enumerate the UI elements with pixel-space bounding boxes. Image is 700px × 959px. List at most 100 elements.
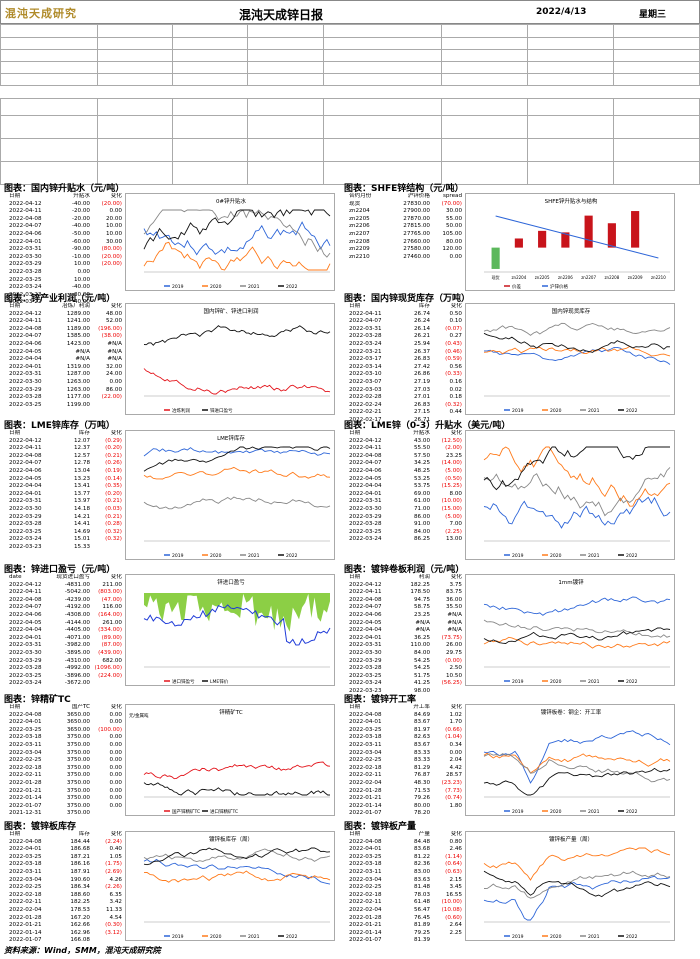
legend-label: 2022 — [626, 809, 638, 815]
legend-label: 2020 — [550, 408, 562, 414]
chart-title: 0#锌升贴水 — [216, 197, 247, 205]
table-cell: (38.00) — [101, 333, 122, 340]
table-cell: 2022-04-06 — [9, 467, 42, 474]
table-cell: (100.00) — [98, 726, 122, 733]
table-cell: (5.00) — [445, 467, 462, 474]
panel-chart: 0#锌升贴水 2019 2020 2021 2022 — [125, 193, 335, 291]
table-cell: 81.89 — [413, 922, 430, 929]
table-cell: 2022-02-25 — [9, 884, 42, 891]
table-cell: 2022-03-28 — [9, 521, 42, 528]
table-cell: 2022-02-18 — [349, 764, 382, 771]
table-cell: 0.16 — [449, 378, 462, 385]
table-cell: 2022-04-04 — [349, 483, 382, 490]
table-cell: (7.73) — [445, 787, 462, 794]
table-cell: 2022-01-07 — [9, 802, 42, 809]
table-cell: (0.32) — [105, 528, 122, 535]
bar — [561, 232, 570, 248]
table-cell — [91, 680, 123, 688]
legend-label: 2020 — [210, 284, 222, 290]
table-cell: (164.00) — [98, 611, 122, 618]
series-line — [143, 368, 331, 395]
table-cell: 2022-04-07 — [349, 460, 382, 467]
table-cell: 30.00 — [445, 208, 462, 215]
table-cell: 0.00 — [77, 268, 90, 275]
legend-label: 锌进口盈亏 — [210, 407, 233, 414]
spot-futures-table — [0, 24, 700, 86]
table-cell: 184.44 — [70, 838, 90, 845]
panel-table: 日期 开工率 变化 2022-04-08 84.69 1.02 2022-04-01 83.6… — [348, 704, 463, 818]
table-cell: 0.80 — [449, 838, 462, 845]
table-cell: 2022-04-05 — [9, 475, 42, 482]
spot_table-cell — [526, 73, 614, 86]
table-cell: 2022-03-23 — [9, 543, 42, 550]
legend-label: 2021 — [588, 809, 600, 815]
stock_table-cell — [96, 161, 174, 185]
legend-label: 2021 — [588, 408, 600, 414]
table-cell — [91, 810, 123, 818]
table-cell: 2022-03-29 — [349, 657, 382, 664]
bar — [491, 247, 500, 269]
table-cell: (15.00) — [441, 505, 462, 512]
stock_table-cell — [612, 161, 700, 185]
table-cell: 2.46 — [449, 846, 462, 853]
stock_table-header-4 — [322, 98, 442, 116]
table-cell: (10.00) — [441, 498, 462, 505]
col-header: 日期 — [9, 430, 21, 436]
table-cell: 2022-01-21 — [349, 922, 382, 929]
table-cell: 3750.00 — [66, 772, 90, 779]
spot_table-cell — [526, 49, 614, 62]
table-cell: 116.00 — [102, 604, 122, 611]
table-cell: 2022-04-08 — [9, 711, 42, 718]
table-cell: 2022-03-23 — [349, 687, 382, 694]
table-cell: 58.75 — [413, 604, 430, 611]
table-cell: 2022-01-14 — [349, 802, 382, 809]
table-cell: 2022-03-31 — [349, 498, 382, 505]
table-cell: 20.00 — [105, 215, 122, 222]
table-cell: 2.25 — [449, 929, 462, 936]
table-cell — [91, 937, 123, 945]
spot_table-cell — [247, 73, 324, 86]
stock_table-cell — [322, 138, 442, 162]
table-cell: 2.04 — [449, 757, 462, 764]
table-cell: 8.00 — [449, 490, 462, 497]
spot_table-cell — [612, 37, 700, 50]
table-cell: (2.24) — [105, 838, 122, 845]
bar — [538, 230, 547, 248]
table-cell: 50.00 — [445, 223, 462, 230]
table-cell: 2022-04-05 — [9, 619, 42, 626]
legend-label: 沪锌价格 — [550, 283, 568, 290]
legend-label: 2020 — [550, 934, 562, 940]
table-cell: 2022-02-25 — [349, 884, 382, 891]
table-cell: 2022-02-25 — [9, 757, 42, 764]
table-cell: 2022-04-06 — [349, 467, 382, 474]
table-cell: #N/A — [107, 348, 122, 355]
panel-8: 图表：锌精矿TC 日期 国产TC 变化 2022-04-08 3650.00 0.00 202… — [0, 692, 340, 819]
table-cell: 10.00 — [105, 230, 122, 237]
table-cell: 2022-04-01 — [349, 634, 382, 641]
table-cell: 2022-03-25 — [9, 726, 42, 733]
stock_table-cell — [172, 161, 249, 185]
table-cell: 57.50 — [413, 452, 430, 459]
table-cell: 2022-04-12 — [349, 581, 382, 588]
table-cell: 1189.00 — [66, 325, 90, 332]
spot_table-header-1 — [96, 24, 174, 38]
legend-label: 2021 — [248, 284, 260, 290]
stock_table-cell — [0, 115, 98, 139]
spot_table-cell — [0, 61, 98, 74]
spot_table-cell — [0, 37, 98, 50]
table-cell: -30.00 — [71, 291, 90, 298]
table-cell: 3750.00 — [66, 787, 90, 794]
table-cell: 26.14 — [413, 325, 430, 332]
table-cell: (80.00) — [101, 246, 122, 253]
table-cell: (0.21) — [105, 498, 122, 505]
table-cell: (0.59) — [445, 356, 462, 363]
legend-label: 2019 — [172, 284, 184, 290]
bar — [584, 215, 593, 248]
table-cell: 27580.00 — [403, 246, 430, 253]
table-cell: zn2207 — [349, 230, 370, 237]
table-cell: 14.21 — [73, 513, 90, 520]
legend-label: 2021 — [588, 679, 600, 685]
chart-title: 镀锌板库存（周） — [209, 835, 253, 843]
table-cell: 186.16 — [70, 861, 90, 868]
table-cell: 2022-03-25 — [9, 672, 42, 679]
